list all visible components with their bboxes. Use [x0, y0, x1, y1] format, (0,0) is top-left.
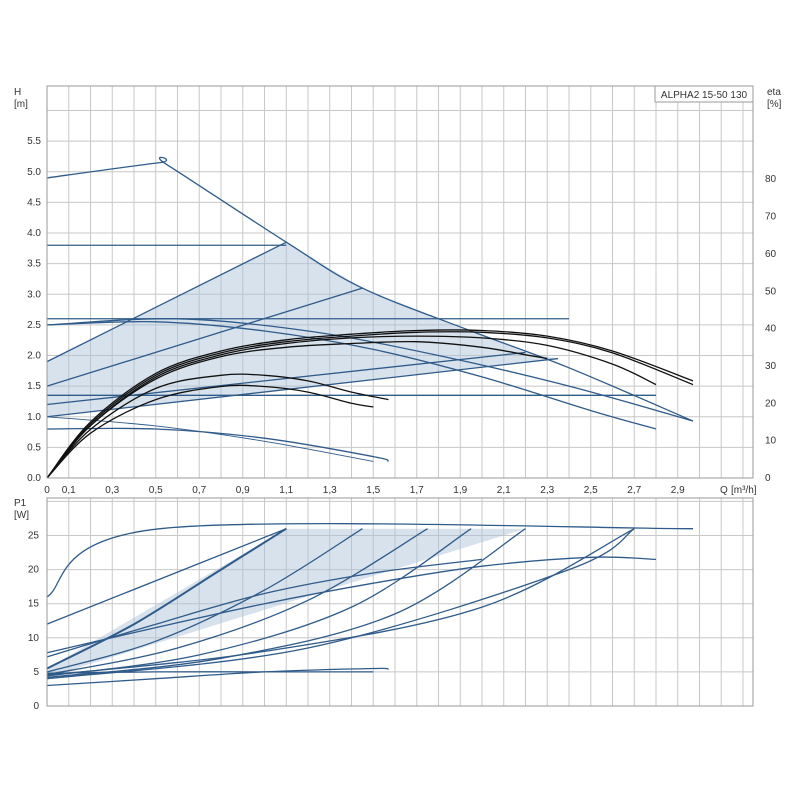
- power-curve: [46, 528, 635, 676]
- flow-tick-label: 0,7: [192, 485, 206, 496]
- head-shaded-regions: [47, 242, 559, 417]
- efficiency-tick-label: 20: [765, 398, 777, 409]
- flow-axis-unit: [m³/h]: [731, 485, 757, 496]
- flow-tick-label: 2,5: [584, 485, 598, 496]
- flow-axis-title: Q: [720, 485, 728, 496]
- model-label-box: [654, 85, 754, 103]
- head-curve: [46, 287, 363, 387]
- efficiency-curve: [46, 329, 694, 479]
- power-tick-label: 25: [28, 531, 40, 542]
- efficiency-curve: [46, 331, 694, 479]
- head-tick-label: 0.5: [27, 442, 41, 453]
- head-chart-frame: [46, 85, 754, 479]
- power-curve: [46, 522, 694, 598]
- efficiency-tick-label: 60: [765, 249, 777, 260]
- efficiency-curve: [46, 384, 374, 479]
- head-tick-label: 1.5: [27, 381, 41, 392]
- flow-tick-label: 0,9: [236, 485, 250, 496]
- efficiency-tick-label: 80: [765, 174, 777, 185]
- power-curves: [46, 522, 694, 687]
- flow-tick-label: 1,5: [366, 485, 380, 496]
- power-curve: [46, 528, 635, 680]
- head-axis-unit: [m]: [14, 99, 28, 110]
- tick-labels: 0.0 0.5 1.0 1.5 2.0 2.5 3.0 3.5 4.0 4.5 5.0 5.5 0 10 2…: [27, 136, 776, 712]
- efficiency-tick-label: 40: [765, 324, 777, 335]
- flow-tick-label: 0,1: [62, 485, 76, 496]
- power-chart-frame: [46, 497, 754, 707]
- flow-tick-label: 1,1: [279, 485, 293, 496]
- head-tick-label: 5.5: [27, 136, 41, 147]
- head-curve: [46, 427, 389, 463]
- power-curve: [46, 528, 363, 673]
- head-curves: [46, 156, 694, 479]
- model-label: ALPHA2 15-50 130: [661, 90, 748, 101]
- flow-tick-label: 0,3: [105, 485, 119, 496]
- power-curve: [46, 556, 657, 654]
- efficiency-tick-label: 50: [765, 286, 777, 297]
- head-curve: [46, 416, 374, 462]
- power-curve: [46, 671, 374, 674]
- flow-tick-label: 2,7: [627, 485, 641, 496]
- power-operating-region: [47, 528, 526, 678]
- head-operating-region: [47, 352, 559, 417]
- power-tick-label: 10: [28, 633, 40, 644]
- power-curve: [46, 528, 287, 625]
- head-operating-region: [47, 242, 526, 405]
- efficiency-tick-label: 10: [765, 436, 777, 447]
- head-tick-label: 0.0: [27, 473, 41, 484]
- head-curve: [46, 320, 657, 430]
- flow-tick-label: 1,7: [410, 485, 424, 496]
- power-tick-label: 20: [28, 565, 40, 576]
- head-tick-label: 4.5: [27, 197, 41, 208]
- efficiency-axis-title: eta: [767, 87, 781, 98]
- head-axis-title: H: [14, 87, 21, 98]
- head-curve: [46, 156, 694, 422]
- efficiency-curve: [46, 340, 548, 479]
- power-tick-label: 15: [28, 599, 40, 610]
- head-tick-label: 4.0: [27, 228, 41, 239]
- head-tick-label: 3.0: [27, 289, 41, 300]
- flow-tick-label: 0,5: [149, 485, 163, 496]
- head-tick-label: 1.0: [27, 412, 41, 423]
- head-tick-label: 2.5: [27, 320, 41, 331]
- head-curve: [46, 357, 559, 418]
- power-tick-label: 0: [33, 701, 39, 712]
- flow-tick-label: 1,3: [323, 485, 337, 496]
- efficiency-curve: [46, 373, 389, 479]
- power-axis-title: P1: [14, 498, 27, 509]
- power-curve: [46, 558, 483, 658]
- flow-tick-label: 2,1: [497, 485, 511, 496]
- power-curve: [46, 528, 526, 679]
- efficiency-tick-label: 0: [765, 473, 771, 484]
- flow-tick-label: 2,9: [671, 485, 685, 496]
- efficiency-tick-label: 70: [765, 212, 777, 223]
- head-curve: [46, 241, 287, 363]
- head-tick-label: 2.0: [27, 351, 41, 362]
- efficiency-curve: [46, 335, 657, 479]
- power-curve: [46, 528, 428, 676]
- flow-tick-label: 2,3: [540, 485, 554, 496]
- power-shaded-regions: [47, 528, 526, 678]
- flow-tick-label: 0: [44, 485, 50, 496]
- head-tick-label: 3.5: [27, 259, 41, 270]
- efficiency-tick-label: 30: [765, 361, 777, 372]
- power-tick-label: 5: [33, 667, 39, 678]
- flow-tick-label: 1,9: [453, 485, 467, 496]
- power-axis-unit: [W]: [14, 510, 29, 521]
- head-chart-grid: [46, 86, 753, 479]
- power-curve: [46, 527, 287, 670]
- head-tick-label: 5.0: [27, 167, 41, 178]
- efficiency-axis-unit: [%]: [767, 99, 782, 110]
